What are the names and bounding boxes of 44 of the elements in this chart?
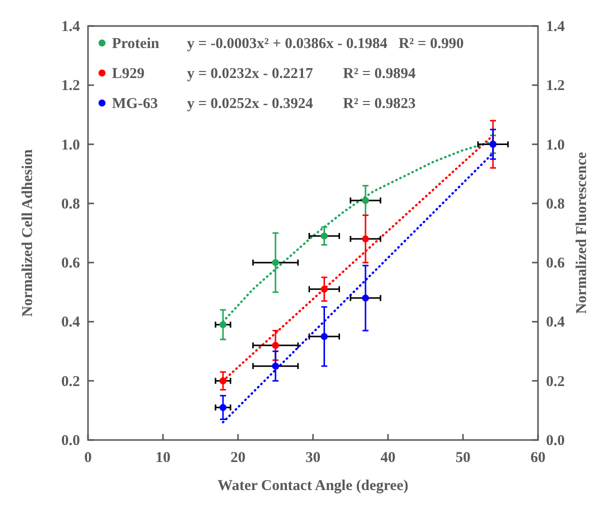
- text: 0.0: [546, 433, 565, 449]
- x-axis-title: Water Contact Angle (degree): [218, 478, 408, 494]
- x-tick-label: 50: [456, 450, 470, 466]
- y-tick-label: 0.2: [61, 374, 80, 390]
- y2-tick-label: 1.4: [546, 19, 566, 35]
- point: [220, 404, 226, 411]
- point: [272, 362, 279, 370]
- x-tick-label: 40: [380, 450, 396, 466]
- point: [320, 232, 328, 240]
- x-tick-label: 10: [156, 450, 170, 466]
- point: [362, 196, 369, 204]
- y-tick-label: 1.4: [61, 19, 80, 35]
- text: 0.0: [61, 433, 80, 449]
- legend-label: L929: [112, 66, 145, 82]
- x-tick-label: 0: [84, 450, 92, 466]
- y-tick-label: 0.8: [61, 196, 80, 212]
- legend-label: MG-63: [112, 96, 158, 112]
- point: [272, 259, 279, 266]
- text: 1.0: [546, 137, 565, 154]
- y2-axis-title: Normalized Fluorescence: [574, 152, 590, 314]
- point: [220, 321, 226, 328]
- y-tick-label: 0.6: [61, 256, 80, 272]
- annotation: y = 0.0252x - 0.3924 R² = 0.9823: [187, 96, 416, 112]
- point: [320, 333, 328, 340]
- y-tick-label: 0.4: [61, 314, 80, 331]
- x-tick-label: 20: [230, 450, 246, 466]
- point: [272, 342, 279, 349]
- point: [320, 286, 328, 293]
- y2-tick-label: 0.4: [546, 314, 566, 331]
- annotation: y = -0.0003x² + 0.0386x - 0.1984 R² = 0.990: [187, 36, 464, 52]
- y-axis-title: Normalized Cell Adhesion: [20, 148, 36, 317]
- y2-tick-label: 0.6: [546, 256, 566, 272]
- y2-tick-label: 1.2: [546, 78, 565, 94]
- point: [362, 235, 369, 242]
- y2-tick-label: 0.2: [546, 374, 565, 390]
- x-tick-label: 60: [530, 450, 546, 466]
- text: 1.0: [61, 137, 80, 154]
- y2-tick-label: 0.8: [546, 196, 565, 212]
- annotation: y = 0.0232x - 0.2217 R² = 0.9894: [187, 66, 416, 82]
- legend-label: Protein: [112, 36, 160, 52]
- point: [362, 294, 369, 302]
- point: [220, 377, 226, 384]
- x-tick-label: 30: [306, 450, 320, 466]
- y-tick-label: 1.2: [61, 78, 80, 94]
